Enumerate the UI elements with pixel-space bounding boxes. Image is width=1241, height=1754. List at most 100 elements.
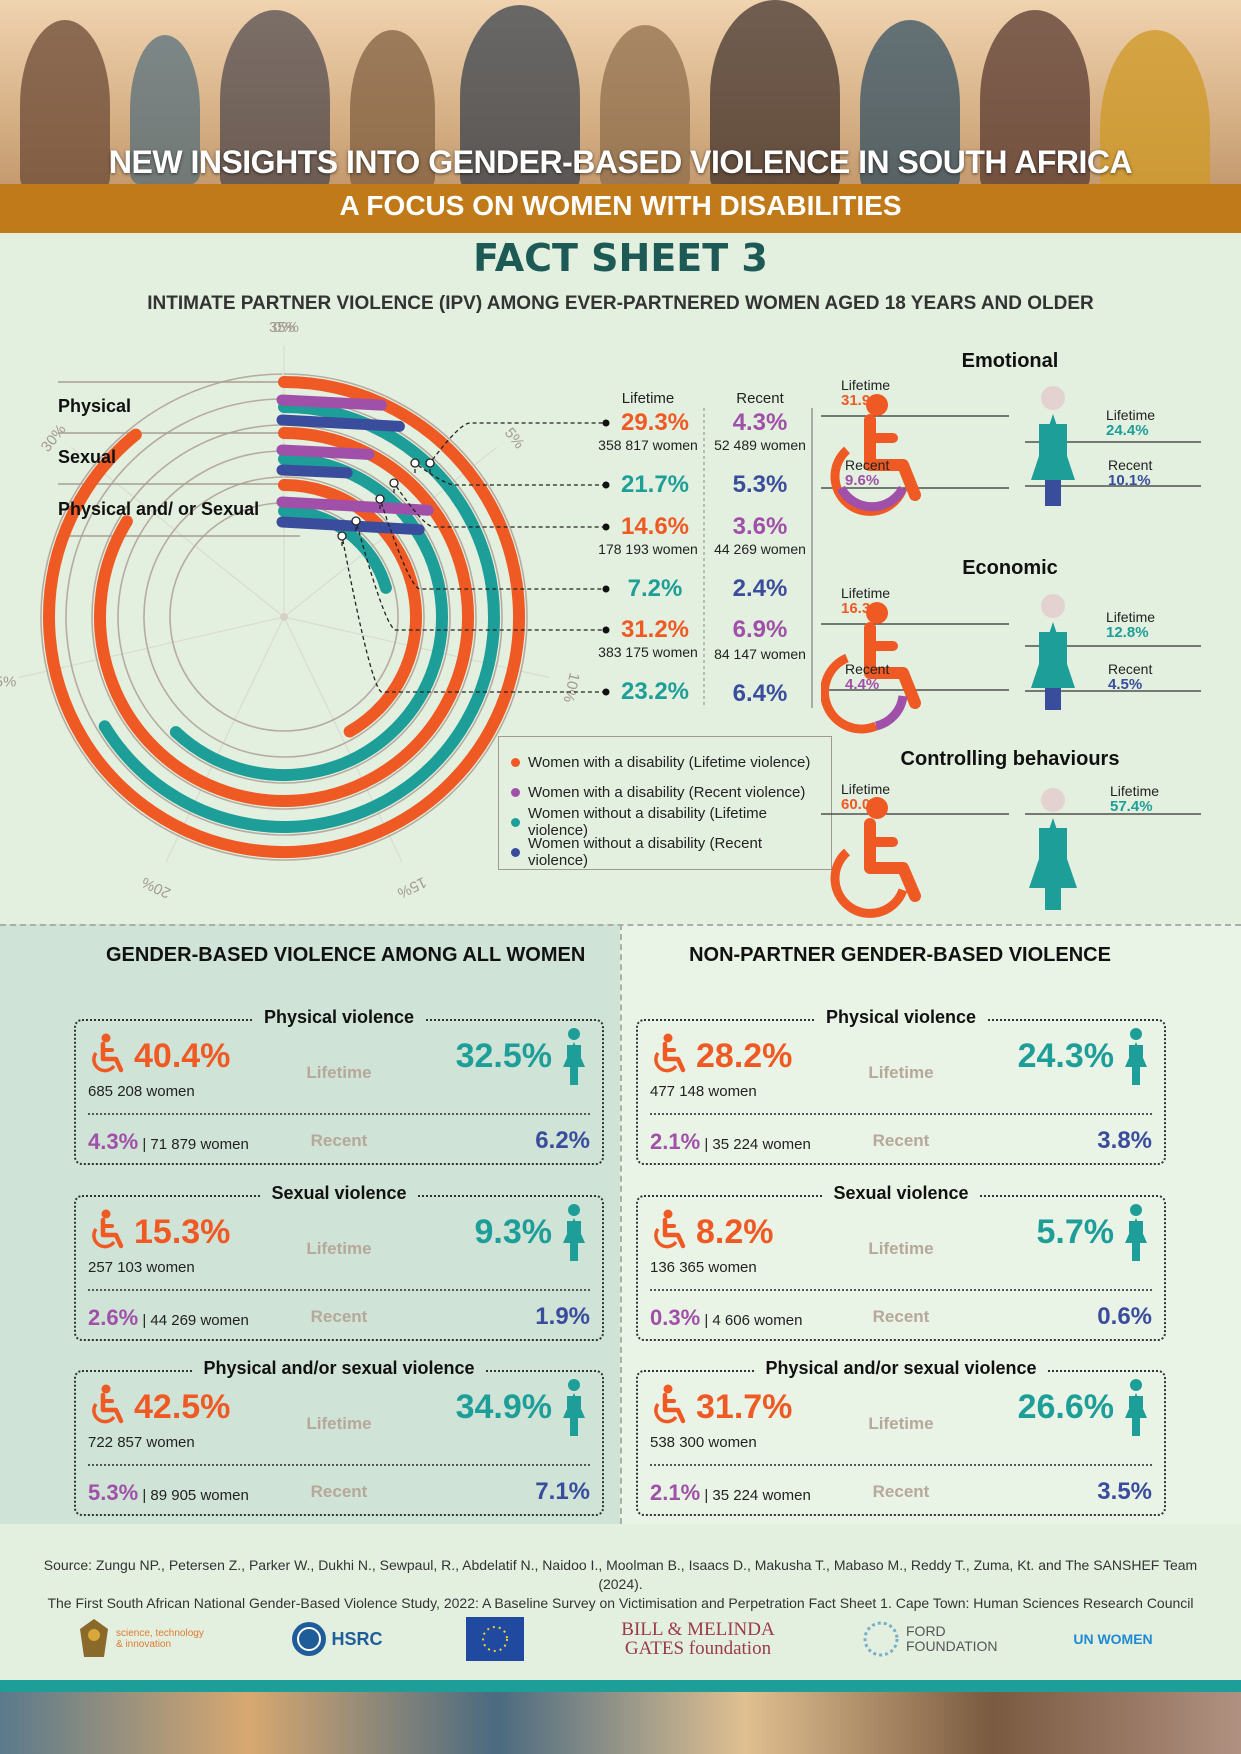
wheelchair-icon bbox=[830, 394, 921, 516]
economic-disability-recent: Recent 4.4% bbox=[845, 661, 890, 693]
lifetime-label: Lifetime bbox=[868, 1414, 934, 1433]
leader-start-dot bbox=[425, 458, 435, 468]
recent-bar bbox=[276, 444, 375, 460]
woman-icon-wrap bbox=[1122, 1027, 1150, 1092]
no-disability-recent-pct: 3.5% bbox=[1097, 1478, 1152, 1505]
physical-disability-recent: 4.3% bbox=[732, 409, 788, 436]
disability-recent: 4.3% | 71 879 women bbox=[88, 1129, 249, 1154]
emotional-no-disability-lifetime: Lifetime 24.4% bbox=[1106, 407, 1156, 439]
column-head-lifetime: Lifetime bbox=[621, 390, 675, 407]
guide-ring bbox=[169, 502, 399, 732]
main-title: NEW INSIGHTS INTO GENDER-BASED VIOLENCE … bbox=[108, 144, 1133, 180]
no-disability-recent-pct: 0.6% bbox=[1097, 1303, 1152, 1330]
group-label-physical: Physical bbox=[58, 396, 132, 416]
woman-icon-wrap bbox=[560, 1203, 588, 1268]
woman-icon bbox=[563, 1028, 585, 1085]
wheelchair-icon-wrap bbox=[650, 1033, 690, 1078]
physical-no-disability-lifetime: 21.7% bbox=[620, 471, 690, 498]
fact-sheet-heading: FACT SHEET 3 bbox=[473, 236, 768, 280]
radial-leaders bbox=[337, 408, 813, 708]
card-separator bbox=[88, 1464, 590, 1466]
wheelchair-icon-wrap bbox=[88, 1209, 128, 1254]
main-subtitle: A FOCUS ON WOMEN WITH DISABILITIES bbox=[339, 190, 902, 221]
sexual-disability-recent-count: 44 269 women bbox=[714, 541, 806, 557]
combined-disability-recent: 6.9% bbox=[732, 616, 788, 643]
no-disability-lifetime-pct: 9.3% bbox=[474, 1213, 553, 1251]
woman-icon bbox=[1125, 1204, 1147, 1261]
woman-icon bbox=[1125, 1379, 1147, 1436]
sexual-disability-lifetime: 14.6% bbox=[620, 513, 690, 540]
disability-recent: 0.3% | 4 606 women bbox=[650, 1305, 803, 1330]
economic-graphic bbox=[821, 594, 1201, 734]
axis-tick-label: 20% bbox=[139, 873, 173, 900]
card-title: Sexual violence bbox=[76, 1183, 602, 1204]
recent-label: Recent bbox=[872, 1307, 930, 1326]
no-disability-recent-pct: 6.2% bbox=[535, 1127, 590, 1154]
no-disability-lifetime-pct: 32.5% bbox=[455, 1037, 552, 1075]
physical-disability-lifetime-count: 358 817 women bbox=[598, 437, 698, 453]
disability-recent: 2.1% | 35 224 women bbox=[650, 1129, 811, 1154]
eu-logo bbox=[466, 1614, 524, 1664]
woman-icon-wrap bbox=[1122, 1203, 1150, 1268]
recent-bar bbox=[276, 414, 405, 432]
stat-card: Physical and/or sexual violence 31.7% 538 … bbox=[636, 1358, 1166, 1516]
disability-recent: 2.6% | 44 269 women bbox=[88, 1305, 249, 1330]
recent-bar bbox=[276, 496, 434, 516]
disability-lifetime-pct: 40.4% bbox=[134, 1037, 231, 1075]
lifetime-label: Lifetime bbox=[306, 1063, 372, 1082]
silhouette bbox=[460, 5, 580, 190]
combined-disability-lifetime: 31.2% bbox=[620, 616, 690, 643]
emotional-disability-lifetime: Lifetime 31.9% bbox=[841, 377, 891, 409]
card-separator bbox=[650, 1113, 1152, 1115]
wheelchair-icon bbox=[654, 1384, 686, 1424]
radial-spoke bbox=[71, 447, 285, 618]
legend-label: Women with a disability (Recent violence… bbox=[528, 783, 806, 801]
lifetime-arc bbox=[98, 401, 500, 833]
axis-tick-label: 25% bbox=[0, 674, 16, 691]
sexual-no-disability-recent: 2.4% bbox=[732, 575, 788, 602]
controlling-title: Controlling behaviours bbox=[900, 748, 1120, 770]
disability-lifetime-count: 136 365 women bbox=[650, 1259, 757, 1276]
legend-item: Women without a disability (Recent viole… bbox=[511, 835, 819, 869]
card-title: Physical and/or sexual violence bbox=[638, 1358, 1164, 1379]
legend-dot bbox=[511, 847, 520, 857]
coat-of-arms-icon bbox=[80, 1619, 108, 1657]
silhouette bbox=[20, 20, 110, 190]
panel-title-all-women: GENDER-BASED VIOLENCE AMONG ALL WOMEN bbox=[106, 944, 586, 966]
chart-legend: Women with a disability (Lifetime violen… bbox=[498, 736, 832, 870]
emotional-graphic bbox=[821, 386, 1201, 516]
hsrc-emblem-icon bbox=[292, 1622, 327, 1656]
legend-dot bbox=[511, 817, 520, 827]
no-disability-recent-pct: 7.1% bbox=[535, 1478, 590, 1505]
sexual-disability-recent: 3.6% bbox=[732, 513, 788, 540]
no-disability-recent-pct: 1.9% bbox=[535, 1303, 590, 1330]
wheelchair-icon-wrap bbox=[650, 1209, 690, 1254]
leader-start-dot bbox=[337, 531, 347, 541]
disability-lifetime-count: 477 148 women bbox=[650, 1083, 757, 1100]
woman-icon bbox=[1125, 1028, 1147, 1085]
disability-lifetime-pct: 8.2% bbox=[696, 1213, 774, 1251]
silhouette bbox=[350, 30, 435, 190]
hsrc-logo: HSRC bbox=[282, 1614, 392, 1664]
wheelchair-icon-wrap bbox=[88, 1033, 128, 1078]
silhouette bbox=[710, 0, 840, 190]
sexual-disability-lifetime-count: 178 193 women bbox=[598, 541, 698, 557]
no-disability-recent-pct: 3.8% bbox=[1097, 1127, 1152, 1154]
silhouette bbox=[860, 20, 960, 190]
lifetime-label: Lifetime bbox=[868, 1239, 934, 1258]
legend-item: Women with a disability (Recent violence… bbox=[511, 777, 819, 807]
guide-ring bbox=[65, 398, 503, 836]
axis-tick-label: 5% bbox=[501, 425, 528, 453]
lifetime-arc bbox=[278, 505, 392, 594]
axis-tick-label: 0% bbox=[273, 320, 295, 336]
recent-label: Recent bbox=[310, 1307, 368, 1326]
disability-lifetime-count: 685 208 women bbox=[88, 1083, 195, 1100]
recent-label: Recent bbox=[872, 1482, 930, 1501]
woman-icon bbox=[1031, 594, 1075, 710]
physical-disability-lifetime: 29.3% bbox=[620, 409, 690, 436]
science-innovation-logo: science, technology & innovation bbox=[72, 1614, 212, 1664]
recent-label: Recent bbox=[872, 1131, 930, 1150]
no-disability-lifetime-pct: 24.3% bbox=[1017, 1037, 1114, 1075]
group-label-physical-sexual: Physical and/ or Sexual bbox=[58, 499, 260, 519]
legend-label: Women without a disability (Lifetime vio… bbox=[528, 805, 767, 839]
